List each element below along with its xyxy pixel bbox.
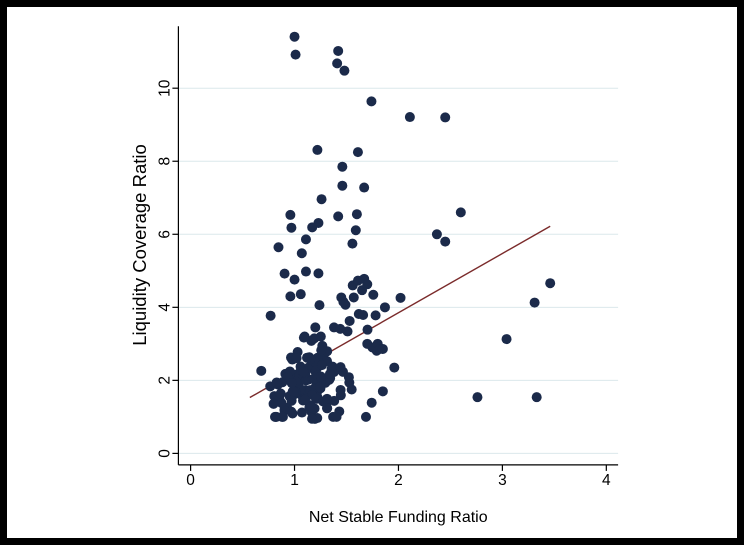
svg-text:6: 6	[156, 230, 173, 239]
svg-text:0: 0	[156, 449, 173, 458]
svg-text:4: 4	[602, 472, 611, 489]
svg-text:10: 10	[156, 79, 173, 97]
svg-text:0: 0	[186, 472, 195, 489]
svg-text:4: 4	[156, 303, 173, 312]
svg-text:3: 3	[498, 472, 507, 489]
svg-text:8: 8	[156, 157, 173, 166]
svg-text:2: 2	[156, 376, 173, 385]
svg-text:1: 1	[290, 472, 299, 489]
svg-text:2: 2	[394, 472, 403, 489]
